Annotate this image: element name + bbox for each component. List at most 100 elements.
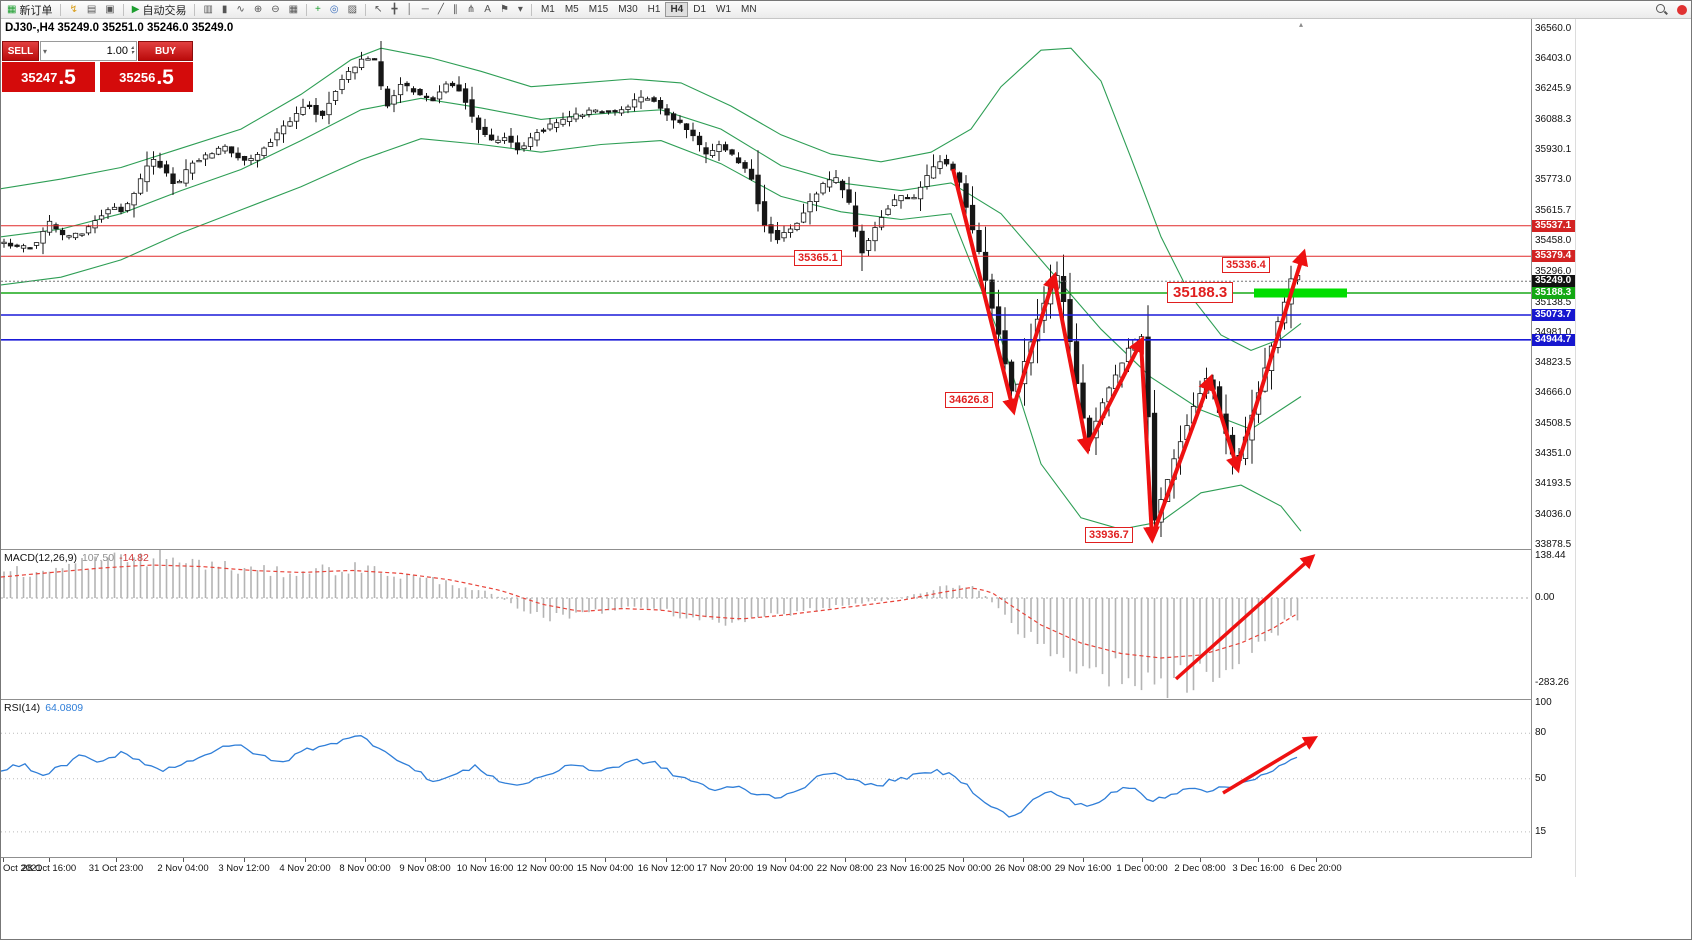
volume-spinner[interactable]: ▴ ▾ xyxy=(130,45,134,56)
windows-button[interactable]: ▣ xyxy=(101,2,118,17)
rsi-panel[interactable] xyxy=(1,700,1531,858)
macd-signal-line xyxy=(1,564,1298,659)
panel-separator xyxy=(1,857,1575,858)
price-axis-tick: 35773.0 xyxy=(1535,174,1572,186)
time-axis-label: 6 Dec 20:00 xyxy=(1290,863,1342,874)
panel-separator[interactable] xyxy=(1,549,1575,550)
price-axis-tick: 36560.0 xyxy=(1535,23,1572,34)
grid-button[interactable]: ▦ xyxy=(285,2,302,17)
new-order-button[interactable]: ▦ 新订单 xyxy=(3,2,56,17)
buy-button[interactable]: BUY xyxy=(138,41,193,61)
crosshair-tool-button[interactable]: ╋ xyxy=(387,2,401,17)
rsi-value: 64.0809 xyxy=(45,702,84,714)
timeframe-H1[interactable]: H1 xyxy=(643,2,666,17)
time-tick xyxy=(1023,858,1024,862)
spin-up-icon[interactable]: ▴ xyxy=(130,45,134,51)
time-axis-label: 19 Nov 04:00 xyxy=(756,863,814,874)
channel-tool-button[interactable]: ∥ xyxy=(449,2,462,17)
label-tool-button[interactable]: ⚑ xyxy=(496,2,513,17)
text-tool-button[interactable]: A xyxy=(480,2,495,17)
support-highlight-bar[interactable] xyxy=(1254,288,1347,298)
candles-layer[interactable] xyxy=(1,41,1301,537)
volume-dropdown-icon[interactable]: ▾ xyxy=(43,46,48,56)
sell-button[interactable]: SELL xyxy=(2,41,39,61)
price-axis-badge: 35379.4 xyxy=(1532,250,1575,263)
time-tick xyxy=(3,858,4,862)
time-tick xyxy=(1142,858,1143,862)
time-axis-label: 3 Nov 12:00 xyxy=(218,863,270,874)
candlestick-chart[interactable] xyxy=(1,19,1531,549)
notification-badge[interactable] xyxy=(1677,4,1687,15)
time-axis-label: 8 Nov 00:00 xyxy=(339,863,391,874)
time-tick xyxy=(545,858,546,862)
toolbar-separator xyxy=(194,3,196,16)
timeframe-D1[interactable]: D1 xyxy=(688,2,711,17)
one-click-trading-panel: SELL ▾ 1.00 ▴ ▾ BUY 35247 .5 35256 .5 xyxy=(2,41,193,92)
spin-down-icon[interactable]: ▾ xyxy=(130,50,134,56)
bollinger-bands xyxy=(1,47,1302,532)
time-axis-label: 1 Dec 00:00 xyxy=(1116,863,1168,874)
timeframe-W1[interactable]: W1 xyxy=(711,2,736,17)
rsi-name: RSI(14) xyxy=(4,702,41,714)
zoom-out-button[interactable]: ⊖ xyxy=(267,2,283,17)
one-click-order-row: SELL ▾ 1.00 ▴ ▾ BUY xyxy=(2,41,193,61)
timeframe-H4[interactable]: H4 xyxy=(665,2,689,17)
trendline-tool-button[interactable]: ╱ xyxy=(434,2,448,17)
indicators-button[interactable]: + xyxy=(311,2,325,17)
time-axis-label: 12 Nov 00:00 xyxy=(516,863,574,874)
pitchfork-tool-button[interactable]: ⋔ xyxy=(463,2,479,17)
buy-price-display[interactable]: 35256 .5 xyxy=(100,62,193,92)
sell-price-display[interactable]: 35247 .5 xyxy=(2,62,95,92)
time-tick xyxy=(963,858,964,862)
time-tick xyxy=(1258,858,1259,862)
candlestick-chart-button[interactable]: ▮ xyxy=(218,2,232,17)
macd-panel[interactable] xyxy=(1,550,1531,698)
template-button[interactable]: ▨ xyxy=(344,2,361,17)
sell-price-main: 35247 xyxy=(21,69,58,85)
auto-trading-button[interactable]: ▶ 自动交易 xyxy=(128,2,191,17)
price-axis-tick: 35930.1 xyxy=(1535,144,1572,156)
timeframe-M30[interactable]: M30 xyxy=(613,2,642,17)
timeframe-MN[interactable]: MN xyxy=(736,2,762,17)
timeframe-M5[interactable]: M5 xyxy=(560,2,584,17)
macd-trend-arrow xyxy=(1174,554,1316,681)
timeframe-M15[interactable]: M15 xyxy=(584,2,613,17)
price-axis-badge: 35249.0 xyxy=(1532,275,1575,288)
charts-button[interactable]: ↯ xyxy=(65,2,81,17)
one-click-prices: 35247 .5 35256 .5 xyxy=(2,62,193,92)
price-axis-tick: 34351.0 xyxy=(1535,448,1572,460)
profiles-icon: ▤ xyxy=(86,3,97,15)
line-chart-button[interactable]: ∿ xyxy=(232,2,248,17)
shapes-dropdown-button[interactable]: ▾ xyxy=(514,2,527,17)
hline-tool-button[interactable]: ─ xyxy=(418,2,433,17)
line-chart-icon: ∿ xyxy=(236,3,245,15)
chart-title: DJ30-,H4 35249.0 35251.0 35246.0 35249.0 xyxy=(5,22,234,34)
bar-chart-button[interactable]: ▥ xyxy=(199,2,216,17)
macd-axis-tick: 0.00 xyxy=(1535,592,1555,603)
profiles-button[interactable]: ▤ xyxy=(83,2,100,17)
time-tick xyxy=(905,858,906,862)
price-axis[interactable]: 36560.0 36403.0 36245.9 36088.3 35930.1 35773… xyxy=(1532,19,1575,877)
time-axis[interactable]: Oct 2021 28 Oct 16:00 31 Oct 23:00 2 Nov 04… xyxy=(1,858,1575,878)
volume-input[interactable]: ▾ 1.00 ▴ ▾ xyxy=(40,41,137,61)
cursor-tool-button[interactable]: ↖ xyxy=(370,2,386,17)
auto-trading-label: 自动交易 xyxy=(142,4,187,17)
bollinger-upper xyxy=(1,47,1302,352)
time-tick xyxy=(49,858,50,862)
time-axis-label: 2 Dec 08:00 xyxy=(1174,863,1226,874)
time-tick xyxy=(1316,858,1317,862)
rsi-line xyxy=(1,735,1298,818)
trend-arrows[interactable] xyxy=(951,168,1309,544)
price-axis-tick: 36088.3 xyxy=(1535,113,1572,125)
search-icon[interactable] xyxy=(1656,4,1667,15)
rsi-trend-arrow xyxy=(1222,735,1319,795)
vline-tool-button[interactable]: │ xyxy=(403,2,417,17)
time-axis-label: 31 Oct 23:00 xyxy=(88,863,144,874)
time-tick xyxy=(725,858,726,862)
panel-separator[interactable] xyxy=(1,699,1575,700)
period-button[interactable]: ◎ xyxy=(326,2,343,17)
timeframe-M1[interactable]: M1 xyxy=(536,2,560,17)
time-tick xyxy=(183,858,184,862)
time-tick xyxy=(785,858,786,862)
zoom-in-button[interactable]: ⊕ xyxy=(250,2,266,17)
